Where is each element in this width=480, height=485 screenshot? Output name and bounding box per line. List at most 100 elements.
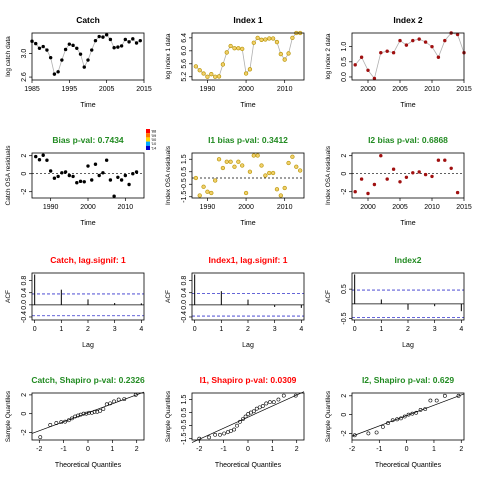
catch-qq-point — [116, 397, 121, 402]
index1-series-point — [201, 71, 206, 76]
index1-series-xlabel: Time — [240, 102, 255, 109]
catch-residuals-legend-swatch — [146, 129, 150, 134]
catch-residuals-point — [52, 176, 57, 180]
index1-qq-ylabel: Sample Quantiles — [165, 390, 172, 442]
index1-residuals-point — [232, 164, 237, 169]
catch-acf-ytick-label: 0.0 — [21, 300, 28, 310]
index1-series-point — [213, 74, 218, 79]
index1-series-panel: Index 1 Time log index 1 data 1990 2000 2010 5… — [165, 15, 305, 109]
index1-series-point — [247, 67, 253, 72]
catch-qq-point — [98, 408, 103, 413]
catch-residuals-point — [71, 174, 75, 179]
index2-series-point — [417, 37, 421, 41]
catch-residuals-legend-swatch — [146, 137, 150, 142]
catch-residuals-ytick-label: 2 — [21, 154, 28, 158]
catch-acf-frame — [31, 272, 145, 321]
index1-series-point — [197, 68, 202, 73]
catch-acf-xtick-label: 3 — [113, 326, 117, 333]
catch-series-point — [34, 41, 38, 46]
index2-residuals-point — [455, 190, 460, 195]
catch-residuals-point — [48, 169, 53, 173]
index1-residuals-point — [209, 190, 214, 196]
catch-series-point — [104, 33, 109, 37]
index2-qq-xlabel: Theoretical Quantiles — [375, 462, 442, 469]
index1-residuals-point — [294, 164, 299, 169]
index1-acf-panel: Index1, lag.signif: 1 Lag ACF 0 1 2 3 4 -0.40.0 0… — [165, 255, 305, 349]
catch-series-point — [108, 37, 113, 42]
catch-qq-point — [66, 418, 71, 423]
index2-qq-xtick-label: 2 — [459, 446, 463, 453]
catch-residuals-xtick-label: 1990 — [43, 204, 59, 211]
catch-acf-ytick-label: -0.4 — [21, 311, 28, 323]
index2-residuals-point — [443, 158, 447, 162]
index1-acf-xtick-label: 3 — [273, 326, 277, 333]
catch-series-point — [45, 48, 49, 52]
index2-residuals-point — [359, 177, 364, 181]
index1-qq-point — [225, 430, 230, 435]
index1-qq-title: I1, Shapiro p-val: 0.0309 — [200, 375, 297, 385]
index1-qq-panel: I1, Shapiro p-val: 0.0309 Theoretical Qua… — [165, 375, 305, 469]
catch-residuals-point — [123, 173, 128, 178]
catch-qq-point — [59, 420, 64, 425]
catch-series-xtick-label: 1995 — [62, 86, 78, 93]
index1-qq-point — [240, 417, 245, 422]
catch-series-ylabel: log catch data — [5, 36, 12, 77]
index2-series-ytick-label: 0.0 — [341, 72, 348, 82]
catch-qq-ytick-label: 2 — [21, 393, 28, 397]
index1-series-ytick-label: 6.0 — [181, 46, 188, 56]
index2-series-point — [404, 43, 409, 47]
catch-qq-point — [122, 397, 127, 402]
index1-residuals-point — [247, 169, 253, 174]
catch-residuals-legend-label: '88 — [151, 129, 157, 134]
catch-qq-point — [48, 423, 53, 427]
catch-acf-xtick-label: 1 — [59, 326, 63, 333]
catch-series-point — [90, 48, 94, 52]
index1-residuals-point — [236, 159, 241, 164]
index1-residuals-ytick-label: 1.5 — [181, 154, 188, 164]
catch-qq-xtick-label: -1 — [61, 446, 67, 453]
index2-acf-xtick-label: 3 — [433, 326, 437, 333]
catch-residuals-legend-label: '14 — [151, 145, 157, 150]
catch-series-point — [37, 46, 42, 50]
index2-residuals-point — [391, 167, 396, 171]
catch-residuals-point — [34, 154, 38, 159]
catch-qq-point — [92, 409, 97, 414]
catch-series-point — [63, 47, 68, 52]
index2-acf-frame — [351, 272, 465, 321]
index2-qq-point — [398, 416, 403, 421]
index1-series-point — [278, 51, 283, 57]
catch-residuals-frame — [31, 152, 145, 199]
index1-series-point — [263, 37, 268, 42]
index1-qq-point — [235, 423, 239, 428]
catch-residuals-ylabel: Catch OSA residuals — [5, 145, 12, 206]
catch-qq-point — [38, 435, 43, 440]
index1-residuals-panel: I1 bias p-val: 0.3412 Time Index OSA resid… — [165, 135, 305, 227]
catch-series-xtick-label: 2005 — [99, 86, 115, 93]
catch-series-point — [116, 45, 120, 49]
index1-residuals-point — [243, 190, 249, 196]
index2-series-ytick-label: 0.5 — [341, 57, 348, 67]
index1-residuals-point — [201, 184, 206, 189]
catch-series-point — [119, 44, 124, 48]
index1-qq-xtick-label: -1 — [221, 446, 227, 453]
catch-acf-xtick-label: 0 — [33, 326, 37, 333]
index2-residuals-point — [366, 191, 370, 196]
index1-qq-point — [207, 435, 211, 440]
index1-residuals-point — [282, 185, 287, 191]
index1-residuals-point — [259, 163, 264, 168]
index1-qq-point — [251, 409, 256, 414]
index1-residuals-ylabel: Index OSA residuals — [165, 145, 172, 205]
index2-series-panel: Index 2 Time log index 2 data 2000 2005 2010 2… — [325, 15, 472, 109]
index2-acf-panel: Index2 Lag ACF 0 1 2 3 4 -0.5 0.5 — [325, 255, 465, 349]
index1-acf-ytick-label: 0.0 — [181, 300, 188, 310]
index2-residuals-panel: I2 bias p-val: 0.6868 Time Index OSA resid… — [325, 135, 472, 227]
catch-qq-title: Catch, Shapiro p-val: 0.2326 — [31, 375, 145, 385]
index2-acf-xlabel: Lag — [402, 342, 414, 349]
index1-qq-point — [218, 432, 222, 437]
index2-qq-ytick-label: -2 — [341, 430, 348, 436]
index1-qq-ytick-label: 1.5 — [181, 395, 188, 405]
index1-residuals-point — [255, 153, 260, 158]
index2-series-point — [436, 55, 441, 59]
index2-series-point — [411, 38, 415, 43]
